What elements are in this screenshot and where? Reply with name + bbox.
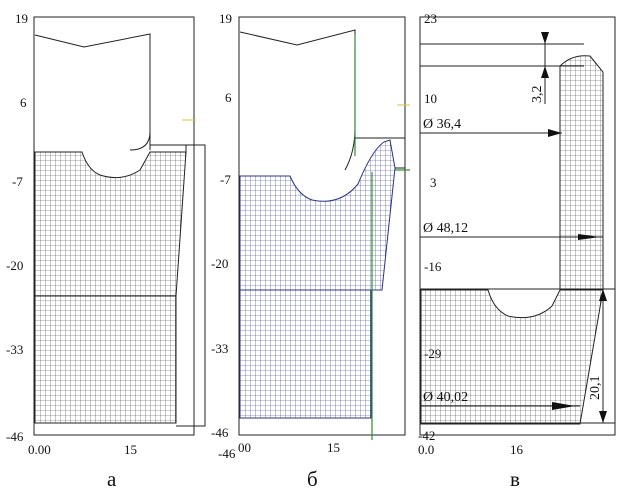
panel-b-ytick-0: 19 [219, 11, 232, 26]
panel-b-green-line [354, 34, 373, 440]
panel-v-vdim-bottom-arrow1 [599, 289, 607, 301]
panel-v-vdim-top-arrow2 [541, 66, 549, 78]
panel-b-ytick-2: -7 [220, 172, 231, 187]
panel-a-xtick-1: 15 [124, 442, 137, 457]
panel-v-ytick-2: 3 [430, 175, 437, 190]
panel-a-frame [33, 16, 195, 436]
panel-a-ytick-5: -46 [6, 429, 24, 444]
panel-v-xtick-1: 16 [510, 442, 524, 457]
panel-b-ytick-3: -20 [211, 256, 228, 271]
panel-v-arrow-d1 [548, 129, 562, 137]
panel-v-ytick-1: 10 [424, 91, 437, 106]
panel-v-mesh-base [420, 289, 604, 425]
panel-v-dim-d1: Ø 36,4 [423, 117, 461, 132]
panel-v-dim-d2: Ø 48,12 [423, 221, 468, 236]
panel-a: 19 6 -7 -20 -33 -46 0.00 15 а [6, 11, 206, 491]
panel-b-mesh-upper [239, 139, 396, 291]
panel-v-dim-h-bottom: 20,1 [588, 376, 603, 401]
panel-v-xtick-0: 0.0 [418, 442, 434, 457]
panel-a-mesh-upper [34, 151, 187, 297]
panel-b-label: б [307, 467, 318, 491]
panel-v-ytick-0: 23 [424, 11, 437, 26]
panel-v-dim-d3: Ø 40,02 [423, 390, 468, 405]
panel-v-arrow-d3 [552, 402, 575, 410]
panel-b: 19 6 -7 -20 -33 -46 -46 00 15 б [211, 11, 410, 491]
panel-b-tool-outline [239, 29, 356, 171]
panel-b-ytick-4: -33 [211, 341, 228, 356]
panel-v-ytick-4: -29 [424, 346, 441, 361]
panel-v-arrow-d2 [578, 234, 600, 240]
panel-a-xtick-0: 0.00 [28, 442, 51, 457]
panel-b-xtick-0: 00 [238, 440, 251, 455]
panel-b-xtick-1: 15 [327, 440, 340, 455]
panel-a-ytick-4: -33 [6, 342, 23, 357]
panel-b-ytick-5: -46 [211, 425, 229, 440]
panel-v-vdim-top-arrow1 [541, 32, 549, 44]
panel-a-tool-outline [34, 33, 151, 151]
panel-a-die [150, 144, 206, 427]
panel-v-ytick-3: -16 [424, 259, 442, 274]
panel-v-label: в [510, 467, 520, 491]
panel-a-ytick-1: 6 [20, 95, 27, 110]
panel-b-ytick-6: -46 [218, 446, 236, 461]
panel-a-label: а [107, 467, 117, 491]
panel-b-mesh-lower [239, 289, 372, 419]
panel-v: Ø 36,4 Ø 48,12 Ø 40,02 3,2 20,1 23 10 3 … [418, 11, 616, 491]
panel-a-ytick-0: 19 [15, 11, 28, 26]
panel-b-frame [238, 16, 406, 436]
panel-b-die [355, 137, 406, 169]
panel-v-frame [419, 16, 616, 436]
panel-v-dim-h-top: 3,2 [530, 86, 545, 104]
panel-b-ytick-1: 6 [225, 90, 232, 105]
panel-a-ytick-2: -7 [12, 174, 23, 189]
panel-v-mesh-wall [559, 55, 604, 291]
panel-a-mesh-lower [34, 295, 177, 424]
panel-v-ytick-5: -42 [418, 428, 435, 443]
panel-v-vdim-bottom-arrow2 [599, 411, 607, 423]
panel-a-ytick-3: -20 [6, 258, 23, 273]
